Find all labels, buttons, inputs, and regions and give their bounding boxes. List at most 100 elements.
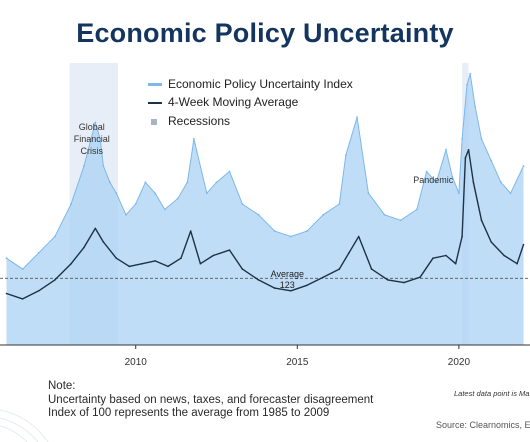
index-point-31 [367, 192, 370, 195]
index-point-36 [435, 181, 438, 184]
index-point-40 [461, 138, 463, 140]
index-point-11 [125, 213, 127, 216]
x-tick-label-1: 2015 [286, 357, 309, 368]
note-heading: Note: [48, 380, 76, 392]
source-note: Source: Clearnomics, E [436, 420, 530, 430]
moving-average-point-31 [432, 257, 434, 259]
index-point-32 [383, 213, 386, 216]
moving-average-point-20 [273, 287, 276, 289]
moving-average-point-16 [212, 254, 215, 257]
moving-average-point-8 [115, 257, 118, 259]
index-point-19 [205, 192, 208, 195]
moving-average-point-41 [516, 262, 518, 265]
index-point-8 [102, 165, 105, 167]
index-point-9 [109, 181, 111, 184]
legend: Economic Policy Uncertainty Index 4-Week … [148, 77, 353, 128]
index-point-15 [163, 208, 166, 211]
index-point-45 [490, 159, 493, 162]
moving-average-point-27 [370, 268, 373, 270]
annotation-pandemic: Pandemic [413, 175, 454, 185]
index-point-12 [134, 203, 137, 205]
index-point-26 [306, 230, 308, 233]
latest-data-note: Latest data point is Ma [454, 389, 530, 398]
moving-average-point-6 [94, 227, 97, 230]
index-point-44 [480, 138, 483, 140]
note-line-2: Index of 100 represents the average from… [48, 407, 330, 419]
index-point-14 [154, 192, 157, 195]
moving-average-point-19 [257, 279, 260, 281]
index-point-24 [273, 230, 276, 233]
index-point-43 [474, 105, 476, 108]
index-point-7 [99, 138, 102, 140]
index-point-13 [144, 181, 147, 184]
index-point-4 [70, 203, 72, 205]
moving-average-point-17 [228, 249, 231, 251]
moving-average-point-15 [199, 262, 202, 265]
index-point-46 [500, 181, 502, 184]
x-tick-label-0: 2010 [125, 357, 148, 368]
moving-average-point-35 [464, 157, 467, 159]
index-area-layer [5, 72, 525, 346]
index-point-1 [21, 268, 24, 270]
index-point-27 [322, 213, 325, 216]
annotation-gfc-line-2: Crisis [80, 146, 103, 156]
index-point-5 [83, 165, 85, 167]
moving-average-point-38 [480, 219, 483, 222]
moving-average-point-4 [70, 262, 72, 265]
index-point-2 [37, 251, 40, 254]
legend-swatch-recession [151, 119, 157, 125]
moving-average-point-37 [472, 181, 475, 184]
x-axis: 2010 2015 2020 [0, 344, 530, 368]
moving-average-point-22 [306, 284, 308, 287]
index-point-18 [193, 138, 195, 140]
moving-average-point-10 [141, 262, 143, 265]
moving-average-point-32 [445, 254, 447, 257]
index-area [6, 73, 524, 346]
index-point-42 [469, 72, 472, 75]
moving-average-point-11 [154, 260, 156, 262]
index-point-6 [94, 121, 97, 124]
moving-average-point-40 [503, 254, 505, 257]
moving-average-layer [5, 149, 525, 300]
moving-average-point-28 [387, 279, 389, 281]
annotation-gfc-line-1: Financial [74, 134, 110, 144]
moving-average-point-3 [54, 279, 56, 281]
legend-swatch-ma [148, 102, 162, 104]
index-point-28 [338, 203, 341, 205]
moving-average-point-29 [403, 281, 405, 284]
index-point-10 [115, 192, 118, 195]
decorative-corner-lines [0, 409, 49, 442]
index-point-25 [290, 235, 292, 238]
moving-average-point-34 [461, 235, 463, 238]
index-point-33 [399, 219, 402, 222]
index-point-37 [445, 148, 447, 151]
note-block: Note: Uncertainty based on news, taxes, … [48, 380, 373, 421]
moving-average-point-13 [180, 257, 182, 259]
chart-title: Economic Policy Uncertainty [76, 18, 454, 48]
index-point-35 [425, 170, 428, 173]
legend-label-recession: Recessions [168, 114, 230, 128]
average-label: Average [271, 269, 304, 279]
annotation-gfc-line-0: Global [79, 122, 105, 132]
legend-swatch-index [148, 83, 162, 86]
average-value-label: 123 [280, 280, 295, 290]
index-point-0 [5, 257, 8, 260]
moving-average-point-18 [241, 268, 244, 270]
index-point-20 [215, 181, 218, 184]
index-point-39 [458, 192, 460, 195]
moving-average-point-2 [38, 290, 40, 292]
index-point-41 [466, 83, 468, 86]
moving-average-point-23 [322, 276, 325, 278]
moving-average-point-12 [167, 265, 169, 268]
moving-average-point-7 [102, 241, 105, 243]
index-point-47 [509, 192, 512, 195]
index-point-3 [54, 235, 56, 238]
index-point-48 [522, 165, 525, 167]
index-point-21 [228, 170, 231, 173]
index-point-38 [451, 176, 454, 178]
moving-average-point-33 [454, 262, 457, 265]
moving-average-point-30 [419, 276, 421, 278]
moving-average-point-14 [189, 230, 192, 232]
